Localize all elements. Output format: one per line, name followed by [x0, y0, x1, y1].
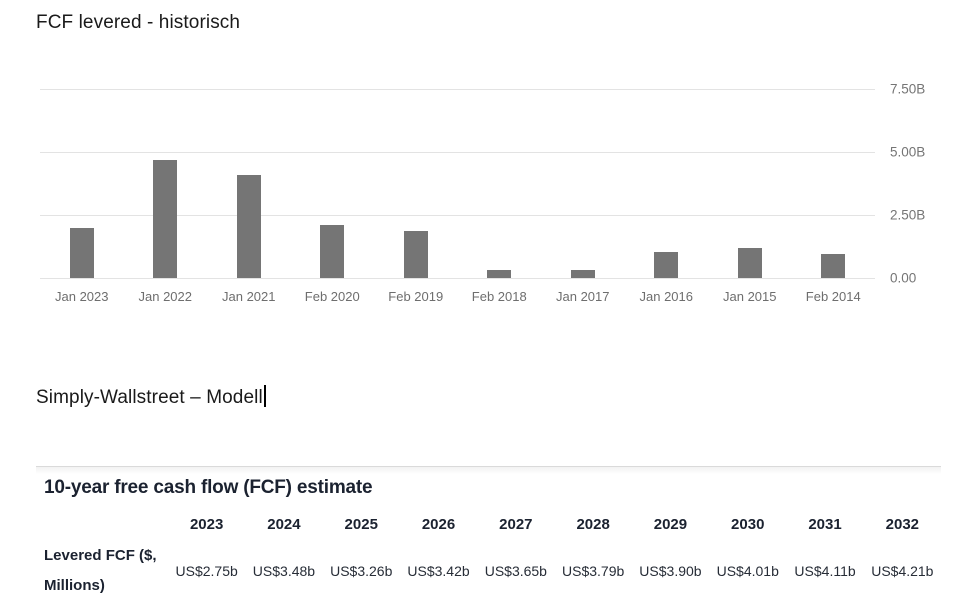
x-tick-label: Feb 2020 — [304, 289, 360, 304]
y-tick-label: 0.00 — [890, 270, 917, 286]
bar-jan-2017 — [570, 270, 595, 278]
x-tick-label: Jan 2021 — [222, 289, 276, 304]
fcf-value-2029: US$3.90b — [639, 563, 702, 579]
gridline-7.50B — [40, 89, 875, 90]
y-tick-label: 2.50B — [890, 207, 926, 223]
bar-slot — [458, 89, 542, 278]
y-tick-label: 5.00B — [890, 144, 926, 160]
fcf-value-2024: US$3.48b — [252, 563, 316, 579]
fcf-value-2025: US$3.26b — [330, 563, 393, 579]
bar-slot — [541, 89, 625, 278]
year-header-2029: 2029 — [653, 516, 688, 533]
year-header-2028: 2028 — [576, 516, 610, 533]
table-row-label: Levered FCF ($, Millions) — [44, 547, 157, 594]
fcf-value-2032: US$4.21b — [871, 563, 934, 579]
bar-feb-2020 — [320, 225, 345, 278]
x-tick-label: Jan 2022 — [138, 289, 193, 304]
bar-slot — [708, 89, 792, 278]
x-tick-label: Feb 2019 — [388, 289, 444, 304]
bar-slot — [124, 89, 208, 278]
bar-jan-2016 — [654, 251, 679, 278]
bar-slot — [40, 89, 124, 278]
table-year-header-row: 2023 2024 2025 2026 2027 2028 2029 2030 2031 2032 — [36, 516, 941, 533]
fcf-value-2028: US$3.79b — [562, 563, 625, 579]
bar-slot — [374, 89, 458, 278]
y-tick-label: 7.50B — [890, 81, 926, 97]
bar-feb-2019 — [403, 231, 428, 278]
x-tick-label: Feb 2014 — [805, 289, 861, 304]
year-header-2030: 2030 — [731, 516, 765, 533]
table-value-row: Levered FCF ($, Millions) US$2.75b US$3.4… — [36, 541, 941, 601]
year-header-2024: 2024 — [267, 516, 301, 533]
fcf-estimate-table: 10-year free cash flow (FCF) estimate 20… — [36, 466, 941, 601]
gridline-2.50B — [40, 215, 875, 216]
year-header-2027: 2027 — [499, 516, 533, 533]
bar-jan-2022 — [153, 159, 178, 278]
bar-jan-2023 — [69, 227, 94, 278]
document-caption[interactable]: Simply-Wallstreet – Modell — [36, 385, 266, 409]
gridline-5.00B — [40, 152, 875, 153]
x-tick-label: Jan 2015 — [723, 289, 777, 304]
bar-jan-2015 — [737, 247, 762, 278]
x-tick-label: Jan 2023 — [55, 289, 109, 304]
bar-feb-2018 — [487, 270, 512, 278]
fcf-value-2027: US$3.65b — [484, 563, 547, 579]
fcf-value-2030: US$4.01b — [716, 563, 779, 579]
year-header-2032: 2032 — [885, 516, 920, 533]
bar-slot — [625, 89, 709, 278]
bar-feb-2014 — [821, 254, 846, 278]
x-tick-label: Jan 2016 — [639, 289, 694, 304]
bar-slot — [207, 89, 291, 278]
chart-plot-area — [40, 89, 876, 279]
year-header-2023: 2023 — [189, 516, 224, 533]
document-heading[interactable]: FCF levered - historisch — [36, 12, 241, 33]
text-cursor — [263, 385, 266, 407]
gridline-0.00 — [40, 278, 875, 279]
chart-y-axis-labels: 7.50B 5.00B 2.50B 0.00 — [890, 82, 960, 286]
year-header-2031: 2031 — [808, 516, 842, 533]
fcf-value-2026: US$3.42b — [407, 563, 470, 579]
chart-x-axis-labels: Jan 2023 Jan 2022 Jan 2021 Feb 2020 Feb 2019… — [40, 289, 875, 307]
table-title: 10-year free cash flow (FCF) estimate — [44, 477, 373, 498]
fcf-history-bar-chart: Jan 2023 Jan 2022 Jan 2021 Feb 2020 Feb 2019… — [40, 82, 960, 307]
bar-slot — [792, 89, 876, 278]
caption-text: Simply-Wallstreet – Modell — [36, 387, 263, 408]
fcf-value-2031: US$4.11b — [794, 563, 856, 579]
year-header-2025: 2025 — [344, 516, 378, 533]
x-tick-label: Jan 2017 — [556, 289, 610, 304]
fcf-value-2023: US$2.75b — [175, 563, 238, 579]
bar-jan-2021 — [236, 174, 261, 278]
year-header-2026: 2026 — [421, 516, 456, 533]
x-tick-label: Feb 2018 — [471, 289, 527, 304]
bar-slot — [291, 89, 375, 278]
